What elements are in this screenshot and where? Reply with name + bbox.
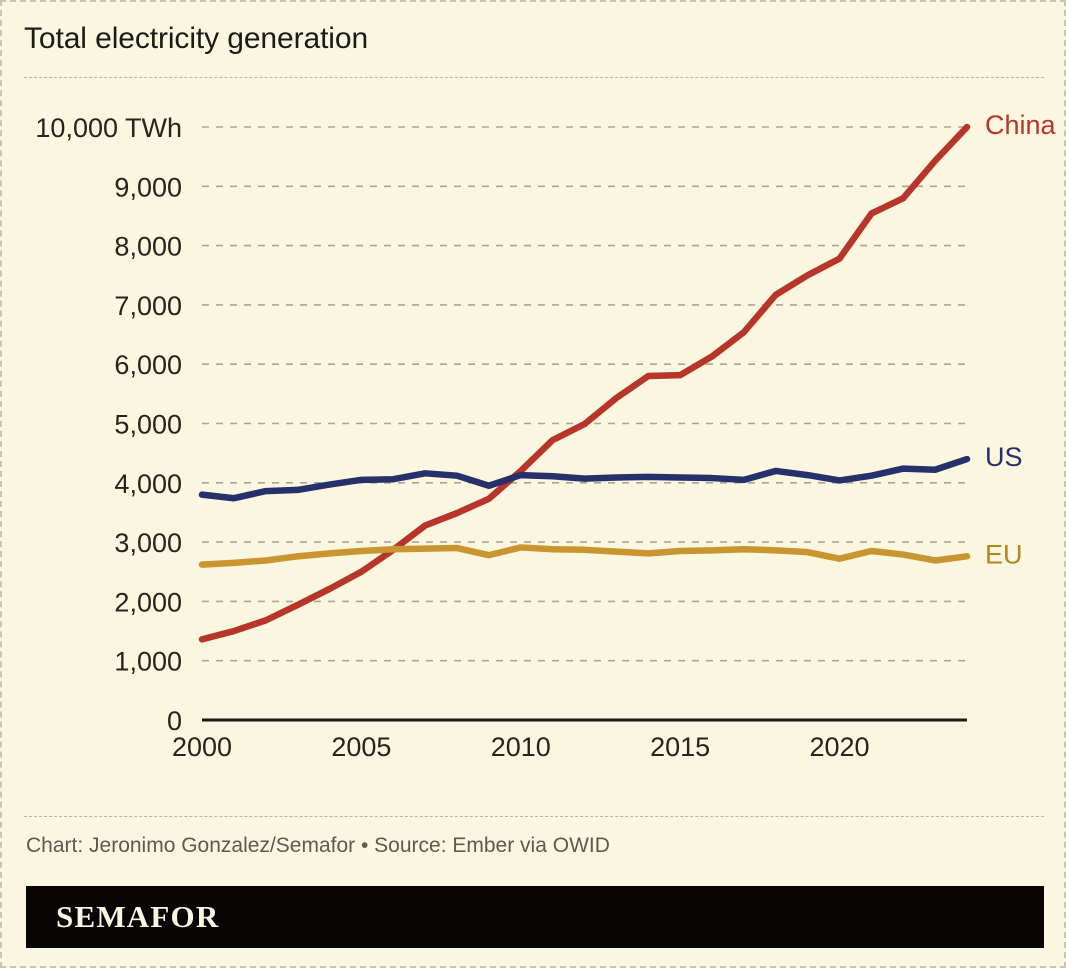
- chart-credit-source: Chart: Jeronimo Gonzalez/Semafor • Sourc…: [26, 834, 610, 857]
- brand-logo-bar: SEMAFOR: [26, 886, 1044, 948]
- series-legend-labels: China US EU: [985, 110, 1057, 569]
- x-axis-tick-label: 2010: [491, 732, 551, 762]
- y-axis-tick-label: 4,000: [114, 469, 182, 499]
- gridlines-group: [202, 126, 967, 662]
- chart-plot-area: 0 1,000 2,000 3,000 4,000 5,000 6,000 7,000 8,00…: [2, 84, 1064, 784]
- y-axis-tick-label: 9,000: [114, 172, 182, 202]
- y-axis-tick-label: 3,000: [114, 528, 182, 558]
- x-axis-tick-labels: 2000 2005 2010 2015 2020: [172, 732, 870, 762]
- series-line-eu: [198, 544, 971, 568]
- page-title: Total electricity generation: [24, 22, 369, 55]
- y-axis-tick-label: 0: [167, 706, 182, 736]
- y-axis-tick-labels: 0 1,000 2,000 3,000 4,000 5,000 6,000 7,000 8,00…: [35, 113, 182, 736]
- y-axis-tick-label: 10,000 TWh: [35, 113, 182, 143]
- y-axis-tick-label: 1,000: [114, 647, 182, 677]
- x-axis-tick-label: 2020: [809, 732, 869, 762]
- series-label-eu: EU: [985, 539, 1023, 569]
- x-axis-tick-label: 2000: [172, 732, 232, 762]
- y-axis-tick-label: 5,000: [114, 410, 182, 440]
- footer-divider: [24, 816, 1044, 817]
- y-axis-tick-label: 8,000: [114, 232, 182, 262]
- y-axis-tick-label: 6,000: [114, 350, 182, 380]
- y-axis-tick-label: 2,000: [114, 587, 182, 617]
- x-axis-tick-label: 2015: [650, 732, 710, 762]
- series-line-us: [198, 455, 971, 502]
- semafor-logo: SEMAFOR: [56, 899, 220, 934]
- y-axis-tick-label: 7,000: [114, 291, 182, 321]
- x-axis-tick-label: 2005: [331, 732, 391, 762]
- line-chart-svg: 0 1,000 2,000 3,000 4,000 5,000 6,000 7,000 8,00…: [35, 110, 1057, 762]
- series-label-china: China: [985, 110, 1057, 140]
- series-line-china: [198, 123, 971, 643]
- title-divider: [24, 77, 1044, 78]
- series-label-us: US: [985, 442, 1023, 472]
- series-lines-group: [198, 123, 971, 643]
